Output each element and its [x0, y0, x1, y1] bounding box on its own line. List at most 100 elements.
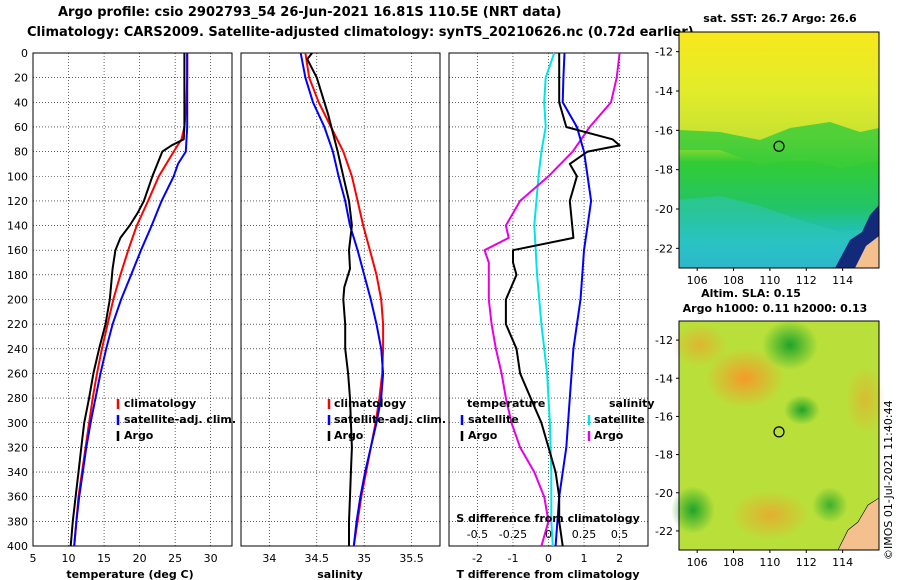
s-diff-tick-label: 0.25 [572, 528, 597, 541]
depth-tick-label: 380 [7, 515, 28, 528]
sst-ytick-label: -14 [655, 85, 673, 98]
t-diff-tick-label: 1 [581, 552, 588, 565]
sla-high-4 [845, 365, 885, 435]
sst-map: sat. SST: 26.7 Argo: 26.6 -12 -14 -16 -18 -2… [655, 12, 880, 287]
temperature-tick-label: 5 [30, 552, 37, 565]
series-satellite-temperature [73, 53, 189, 547]
depth-tick-label: 340 [7, 466, 28, 479]
depth-tick-label: 80 [14, 146, 28, 159]
depth-tick-label: 300 [7, 417, 28, 430]
sst-float-marker [773, 140, 785, 152]
legend-t-argo: Argo [468, 429, 498, 442]
temperature-tick-label: 20 [133, 552, 147, 565]
sst-front [679, 122, 879, 168]
sla-ytick-label: -20 [655, 487, 673, 500]
imos-credit: ©IMOS 01-Jul-2021 11:40:44 [882, 400, 895, 560]
sst-ytick-label: -18 [655, 164, 673, 177]
sla-map: Altim. SLA: 0.15 Argo h1000: 0.11 h2000:… [655, 287, 885, 569]
t-diff-xlabel: T difference from climatology [456, 568, 639, 580]
sst-map-title: sat. SST: 26.7 Argo: 26.6 [703, 12, 857, 25]
depth-tick-label: 40 [14, 96, 28, 109]
difference-panel: -2 -1 0 1 2 temperature satellite Argo salin… [448, 52, 655, 580]
depth-tick-label: 360 [7, 491, 28, 504]
depth-tick-label: 100 [7, 170, 28, 183]
depth-tick-label: 120 [7, 195, 28, 208]
series-temperature-satellite-diff [554, 52, 593, 547]
sla-high-3 [730, 490, 810, 540]
salinity-legend: climatology satellite-adj. clim. Argo [327, 397, 446, 442]
temperature-tick-label: 30 [204, 552, 218, 565]
sla-ytick-label: -18 [655, 449, 673, 462]
sst-ytick-label: -16 [655, 124, 673, 137]
depth-tick-label: 320 [7, 441, 28, 454]
sst-cool-water [679, 196, 879, 268]
title-line-1: Argo profile: csio 2902793_54 26-Jun-202… [58, 5, 562, 20]
salinity-tick-label: 35 [357, 552, 371, 565]
series-argo-temperature [69, 53, 186, 547]
s-diff-xlabel: S difference from climatology [456, 512, 640, 525]
depth-tick-label: 220 [7, 318, 28, 331]
sla-float-marker [773, 426, 785, 438]
sla-xtick-label: 110 [759, 556, 780, 569]
depth-tick-label: 0 [21, 47, 28, 60]
series-satellite-salinity [299, 52, 385, 547]
depth-tick-label: 400 [7, 540, 28, 553]
sst-xtick-label: 112 [796, 274, 817, 287]
legend-t-satellite: satellite [468, 413, 519, 426]
depth-tick-label: 240 [7, 343, 28, 356]
temperature-xlabel: temperature (deg C) [66, 568, 193, 580]
sst-land [855, 236, 879, 268]
sla-low-1 [762, 320, 818, 370]
legend-climatology: climatology [124, 397, 196, 410]
sla-xtick-label: 112 [796, 556, 817, 569]
sla-map-title-1: Altim. SLA: 0.15 [701, 287, 801, 300]
salinity-tick-label: 35.5 [399, 552, 424, 565]
sla-low-4 [812, 487, 848, 523]
sla-high-2 [672, 323, 728, 367]
salinity-tick-label: 34.5 [305, 552, 330, 565]
depth-tick-label: 200 [7, 294, 28, 307]
sla-frame [678, 320, 880, 551]
salinity-tick-label: 34 [262, 552, 276, 565]
sst-xtick-label: 110 [759, 274, 780, 287]
temperature-tick-label: 10 [62, 552, 76, 565]
legend-satellite: satellite-adj. clim. [124, 413, 236, 426]
sst-ytick-label: -22 [655, 242, 673, 255]
sst-ytick-label: -20 [655, 203, 673, 216]
sla-xtick-label: 114 [832, 556, 853, 569]
sla-xtick-label: 108 [723, 556, 744, 569]
sst-frame [678, 31, 880, 269]
sst-xtick-label: 106 [687, 274, 708, 287]
t-diff-tick-label: -1 [507, 552, 518, 565]
series-salinity-satellite-diff [533, 52, 556, 547]
series-argo-salinity [306, 52, 353, 546]
t-diff-tick-label: -2 [472, 552, 483, 565]
salinity-panel: 34 34.5 35 35.5 climatology satellite-adj. … [240, 52, 446, 580]
s-diff-tick-label: -0.25 [499, 528, 527, 541]
sla-map-title-2: Argo h1000: 0.11 h2000: 0.13 [683, 302, 868, 315]
legend-salinity-title: salinity [609, 397, 655, 410]
series-climatology-temperature [73, 53, 189, 547]
depth-tick-label: 180 [7, 269, 28, 282]
temperature-tick-label: 25 [168, 552, 182, 565]
temperature-legend: climatology satellite-adj. clim. Argo [116, 397, 236, 442]
depth-tick-label: 140 [7, 220, 28, 233]
s-diff-tick-label: 0 [545, 528, 552, 541]
temperature-panel: 0 20 40 60 80 100 120 140 160 180 200 220 240 260 280 3… [7, 47, 236, 580]
sla-ytick-label: -12 [655, 334, 673, 347]
sst-xtick-label: 108 [723, 274, 744, 287]
legend-argo-s: Argo [334, 429, 364, 442]
salinity-xlabel: salinity [317, 568, 363, 580]
t-diff-tick-label: 2 [616, 552, 623, 565]
sla-ytick-label: -22 [655, 525, 673, 538]
legend-s-satellite: satellite [594, 413, 645, 426]
legend-s-argo: Argo [594, 429, 624, 442]
depth-tick-label: 60 [14, 121, 28, 134]
sla-low-2 [784, 395, 820, 425]
depth-tick-label: 280 [7, 392, 28, 405]
legend-temperature-title: temperature [467, 397, 545, 410]
t-diff-tick-label: 0 [545, 552, 552, 565]
sla-high-1 [705, 348, 785, 408]
depth-tick-label: 160 [7, 244, 28, 257]
